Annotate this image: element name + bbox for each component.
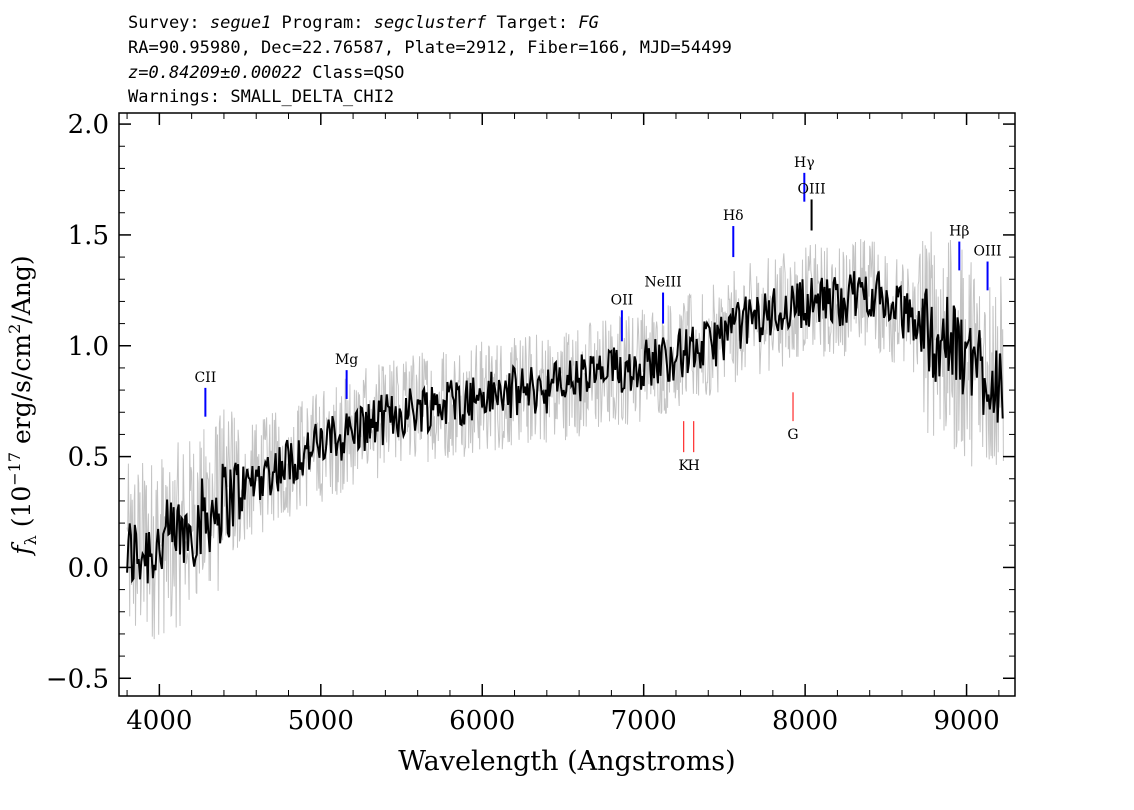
emission-line-label: OII bbox=[611, 292, 634, 308]
emission-line-label: OIII bbox=[974, 244, 1002, 260]
emission-line-label: Mg bbox=[335, 352, 358, 368]
survey-value: segue1 bbox=[209, 13, 272, 33]
emission-line-label: Hδ bbox=[723, 208, 744, 224]
emission-line-label: CII bbox=[194, 370, 216, 386]
line-markers: CII Mg OII NeIII Hδ Hγ OIII Hβ OIII KH G bbox=[194, 155, 1001, 474]
flux-trace bbox=[126, 271, 1004, 584]
emission-line-label: Hβ bbox=[949, 224, 969, 240]
y-axis-label: fλ (10−17 erg/s/cm2/Ang) bbox=[5, 255, 40, 556]
class-value: Class=QSO bbox=[302, 63, 405, 83]
survey-label: Survey: bbox=[128, 13, 210, 33]
emission-line-label: Hγ bbox=[794, 155, 815, 171]
y-tick-label: 0.0 bbox=[68, 553, 109, 583]
x-tick-label: 8000 bbox=[772, 706, 838, 736]
y-tick-label: 1.5 bbox=[68, 221, 109, 251]
x-axis-label: Wavelength (Angstroms) bbox=[398, 746, 735, 777]
flux-series bbox=[126, 271, 1004, 584]
y-tick-label: 2.0 bbox=[68, 110, 109, 140]
redshift-value: z=0.84209±0.00022 bbox=[128, 63, 302, 83]
header-line-2: RA=90.95980, Dec=22.76587, Plate=2912, F… bbox=[128, 38, 732, 58]
emission-line-label: NeIII bbox=[644, 275, 681, 291]
x-tick-label: 6000 bbox=[449, 706, 515, 736]
header-line-3: z=0.84209±0.00022 Class=QSO bbox=[128, 63, 404, 83]
header-line-4: Warnings: SMALL_DELTA_CHI2 bbox=[128, 87, 395, 107]
emission-line-label: OIII bbox=[798, 181, 826, 197]
target-value: FG bbox=[578, 13, 599, 33]
axis-ticks: 4000 5000 6000 7000 8000 9000 −0.5 0.0 0.5 1.0 1.5… bbox=[46, 110, 1015, 736]
x-tick-label: 5000 bbox=[288, 706, 354, 736]
header-line-1: Survey: segue1 Program: segclusterf Targ… bbox=[128, 13, 599, 33]
absorption-line-label: K bbox=[678, 458, 689, 474]
y-tick-label: 0.5 bbox=[68, 443, 109, 473]
program-value: segclusterf bbox=[373, 13, 487, 33]
absorption-line-label: H bbox=[688, 458, 700, 474]
x-tick-label: 9000 bbox=[933, 706, 999, 736]
x-tick-label: 4000 bbox=[126, 706, 192, 736]
program-label: Program: bbox=[271, 13, 374, 33]
x-tick-label: 7000 bbox=[611, 706, 677, 736]
y-tick-label: −0.5 bbox=[46, 664, 109, 694]
y-tick-label: 1.0 bbox=[68, 332, 109, 362]
target-label: Target: bbox=[486, 13, 579, 33]
plot-frame bbox=[118, 112, 1016, 697]
absorption-line-label: G bbox=[787, 427, 798, 443]
